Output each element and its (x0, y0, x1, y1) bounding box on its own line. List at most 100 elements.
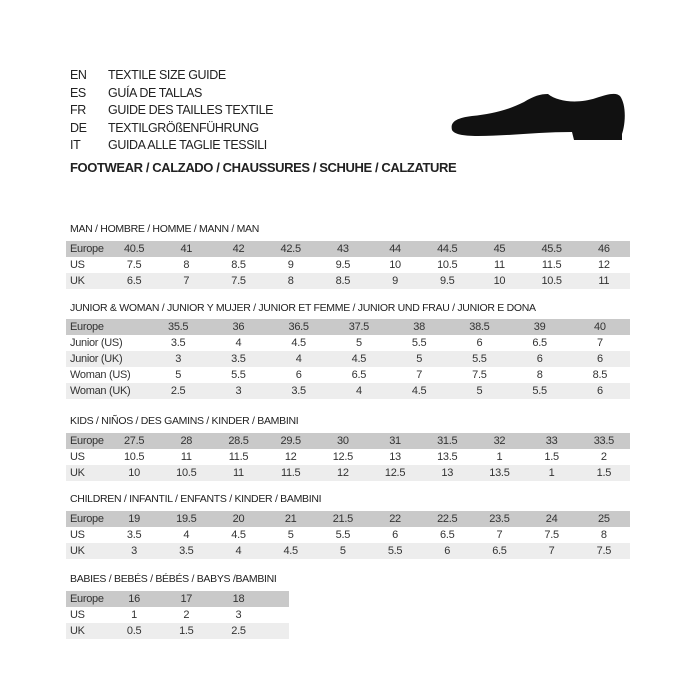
size-cell: 4 (328, 383, 389, 399)
row-label: Junior (US) (70, 337, 123, 349)
page-title: FOOTWEAR / CALZADO / CHAUSSURES / SCHUHE… (70, 160, 457, 175)
size-cell: 33 (525, 433, 578, 449)
size-cell: 7 (496, 529, 503, 541)
size-cell: 6 (392, 529, 398, 541)
size-cell: 10.5 (160, 465, 213, 481)
size-cell: 1.5 (160, 623, 213, 639)
size-cell: 8 (264, 273, 317, 289)
size-cell: 45 (473, 241, 526, 257)
size-cell: 38 (389, 319, 450, 335)
size-table: Europe 27.5 28 28.5 29.5 30 31 31.5 32 33 33.5 US 10… (66, 433, 630, 481)
size-cell: 13 (389, 451, 401, 463)
language-line: DE TEXTILGRÖßENFÜHRUNG (70, 120, 273, 138)
size-cell: 10 (389, 259, 401, 271)
row-label: Europe (66, 433, 108, 449)
row-label: UK (66, 543, 108, 559)
size-cell: 42 (212, 241, 265, 257)
language-code: ES (70, 85, 86, 100)
size-cell: 8 (536, 369, 543, 381)
row-label: Junior (UK) (66, 351, 148, 367)
size-cell: 12 (316, 465, 369, 481)
size-cell: 6 (509, 351, 570, 367)
size-cell: 19.5 (160, 511, 213, 527)
size-table: Europe 16 17 18 US 1 2 3 UK 0.5 1.5 2.5 (66, 591, 289, 639)
table-row: Europe 40.5 41 42 42.5 43 44 44.5 45 45.5 46 (66, 241, 630, 257)
size-cell: 46 (577, 241, 630, 257)
size-cell: 4.5 (291, 337, 306, 349)
table-row: Junior (US) 3.5 4 4.5 5 5.5 6 6.5 7 (66, 335, 630, 351)
size-cell: 5 (287, 529, 294, 541)
section-title: CHILDREN / INFANTIL / ENFANTS / KINDER /… (70, 493, 322, 505)
size-cell: 5.5 (231, 369, 246, 381)
size-cell: 1 (525, 465, 578, 481)
size-cell: 9 (287, 259, 294, 271)
size-cell: 11.5 (264, 465, 317, 481)
size-cell: 5.5 (368, 543, 422, 559)
size-cell: 5 (449, 383, 510, 399)
size-cell: 28.5 (212, 433, 265, 449)
size-cell: 7 (160, 273, 213, 289)
size-cell: 7 (596, 337, 603, 349)
size-cell: 3 (208, 383, 269, 399)
empty-cell (265, 607, 289, 623)
size-cell: 30 (316, 433, 369, 449)
language-line: IT GUIDA ALLE TAGLIE TESSILI (70, 137, 273, 155)
table-row: Europe 35.5 36 36.5 37.5 38 38.5 39 40 (66, 319, 630, 335)
size-cell: 12 (598, 259, 610, 271)
size-cell: 4 (212, 543, 265, 559)
size-cell: 1 (496, 451, 503, 463)
size-cell: 2.5 (148, 383, 209, 399)
row-label: Europe (66, 319, 148, 335)
section-title: JUNIOR & WOMAN / JUNIOR Y MUJER / JUNIOR… (70, 302, 536, 314)
size-cell: 3 (235, 609, 242, 621)
size-cell: 21.5 (316, 511, 369, 527)
size-cell: 43 (316, 241, 369, 257)
size-cell: 6 (569, 351, 630, 367)
size-cell: 4 (235, 337, 242, 349)
size-cell: 6.5 (108, 273, 161, 289)
size-cell: 6.5 (532, 337, 547, 349)
language-line: EN TEXTILE SIZE GUIDE (70, 67, 273, 85)
size-cell: 7.5 (212, 273, 265, 289)
table-row: Junior (UK) 3 3.5 4 4.5 5 5.5 6 6 (66, 351, 630, 367)
size-table: Europe 19 19.5 20 21 21.5 22 22.5 23.5 24 25 US 3.5 4… (66, 511, 630, 559)
size-cell: 18 (212, 591, 265, 607)
size-cell: 5.5 (509, 383, 570, 399)
size-cell: 6 (476, 337, 483, 349)
size-cell: 5 (175, 369, 182, 381)
size-cell: 10.5 (123, 451, 145, 463)
size-cell: 9.5 (421, 273, 474, 289)
table-row: UK 0.5 1.5 2.5 (66, 623, 289, 639)
size-cell: 5.5 (449, 351, 510, 367)
row-label: Europe (66, 241, 108, 257)
size-cell: 11 (180, 451, 192, 463)
table-row: US 10.5 11 11.5 12 12.5 13 13.5 1 1.5 2 (66, 449, 630, 465)
language-title: TEXTILGRÖßENFÜHRUNG (108, 120, 259, 135)
empty-cell (264, 591, 289, 607)
size-cell: 17 (160, 591, 213, 607)
size-cell: 4.5 (264, 543, 317, 559)
size-cell: 10.5 (437, 259, 458, 271)
section-title: KIDS / NIÑOS / DES GAMINS / KINDER / BAM… (70, 415, 299, 427)
size-cell: 1.5 (577, 465, 630, 481)
size-cell: 6 (569, 383, 630, 399)
row-label: Woman (UK) (66, 383, 148, 399)
table-row: UK 10 10.5 11 11.5 12 12.5 13 13.5 1 1.5 (66, 465, 630, 481)
size-cell: 4 (268, 351, 329, 367)
size-cell: 21 (264, 511, 317, 527)
size-cell: 12.5 (332, 451, 354, 463)
size-cell: 8.5 (316, 273, 369, 289)
size-cell: 22 (368, 511, 422, 527)
size-cell: 7.5 (577, 543, 630, 559)
table-row: Woman (UK) 2.5 3 3.5 4 4.5 5 5.5 6 (66, 383, 630, 399)
size-cell: 5 (316, 543, 369, 559)
row-label: UK (66, 273, 108, 289)
size-cell: 45.5 (525, 241, 578, 257)
size-cell: 5 (355, 337, 362, 349)
size-cell: 24 (525, 511, 578, 527)
size-cell: 3 (148, 351, 209, 367)
size-cell: 8 (183, 259, 190, 271)
size-cell: 38.5 (449, 319, 510, 335)
size-cell: 40.5 (108, 241, 161, 257)
size-cell: 4.5 (328, 351, 389, 367)
